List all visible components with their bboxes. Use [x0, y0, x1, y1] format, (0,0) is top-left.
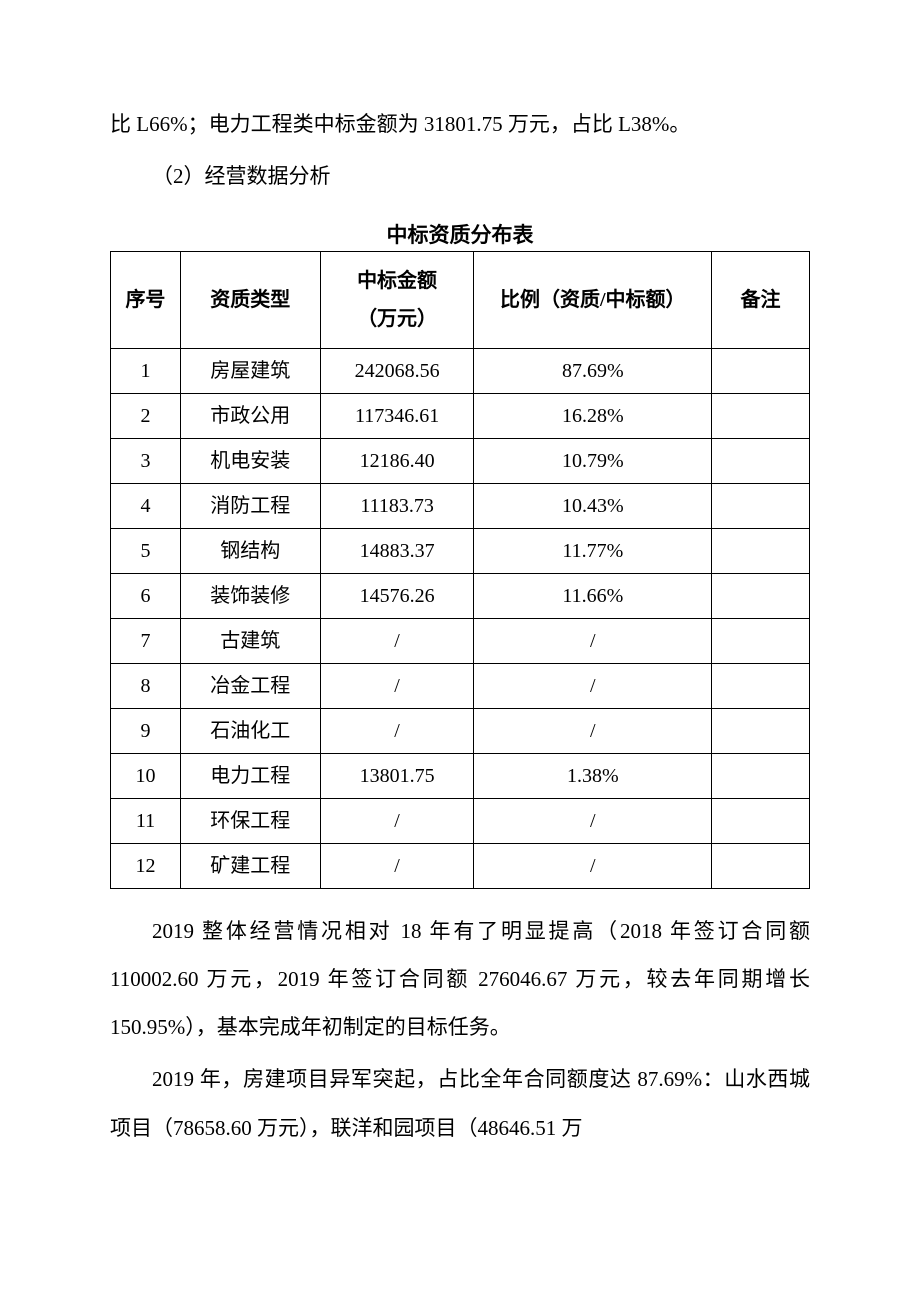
cell-ratio: 10.43% — [474, 483, 712, 528]
paragraph-analysis-1: 2019 整体经营情况相对 18 年有了明显提高（2018 年签订合同额 110… — [110, 907, 810, 1052]
cell-seq: 5 — [111, 528, 181, 573]
cell-note — [712, 753, 810, 798]
th-amount-line1: 中标金额 — [357, 270, 437, 292]
cell-note — [712, 348, 810, 393]
cell-amount: 12186.40 — [320, 438, 474, 483]
table-row: 4消防工程11183.7310.43% — [111, 483, 810, 528]
cell-amount: 242068.56 — [320, 348, 474, 393]
cell-seq: 3 — [111, 438, 181, 483]
cell-note — [712, 438, 810, 483]
cell-note — [712, 708, 810, 753]
table-body: 1房屋建筑242068.5687.69%2市政公用117346.6116.28%… — [111, 348, 810, 888]
cell-type: 装饰装修 — [180, 573, 320, 618]
table-row: 8冶金工程// — [111, 663, 810, 708]
paragraph-intro-1: 比 L66%；电力工程类中标金额为 31801.75 万元，占比 L38%。 — [110, 100, 810, 148]
cell-type: 机电安装 — [180, 438, 320, 483]
cell-ratio: / — [474, 618, 712, 663]
cell-seq: 7 — [111, 618, 181, 663]
cell-amount: / — [320, 663, 474, 708]
cell-ratio: / — [474, 843, 712, 888]
cell-ratio: 11.77% — [474, 528, 712, 573]
cell-type: 矿建工程 — [180, 843, 320, 888]
th-amount: 中标金额 （万元） — [320, 251, 474, 348]
table-row: 7古建筑// — [111, 618, 810, 663]
cell-seq: 8 — [111, 663, 181, 708]
qualification-table: 序号 资质类型 中标金额 （万元） 比例（资质/中标额） 备注 1房屋建筑242… — [110, 251, 810, 889]
cell-seq: 4 — [111, 483, 181, 528]
table-row: 12矿建工程// — [111, 843, 810, 888]
cell-seq: 6 — [111, 573, 181, 618]
th-seq: 序号 — [111, 251, 181, 348]
cell-type: 市政公用 — [180, 393, 320, 438]
cell-amount: / — [320, 843, 474, 888]
cell-type: 钢结构 — [180, 528, 320, 573]
cell-seq: 12 — [111, 843, 181, 888]
table-row: 2市政公用117346.6116.28% — [111, 393, 810, 438]
th-note: 备注 — [712, 251, 810, 348]
cell-amount: / — [320, 798, 474, 843]
cell-type: 冶金工程 — [180, 663, 320, 708]
cell-amount: 117346.61 — [320, 393, 474, 438]
cell-amount: / — [320, 618, 474, 663]
th-type: 资质类型 — [180, 251, 320, 348]
table-row: 6装饰装修14576.2611.66% — [111, 573, 810, 618]
paragraph-section-title: （2）经营数据分析 — [110, 152, 810, 200]
cell-ratio: 16.28% — [474, 393, 712, 438]
cell-type: 消防工程 — [180, 483, 320, 528]
paragraph-analysis-2: 2019 年，房建项目异军突起，占比全年合同额度达 87.69%：山水西城项目（… — [110, 1055, 810, 1152]
table-row: 9石油化工// — [111, 708, 810, 753]
cell-note — [712, 528, 810, 573]
th-ratio: 比例（资质/中标额） — [474, 251, 712, 348]
cell-ratio: / — [474, 798, 712, 843]
cell-note — [712, 483, 810, 528]
cell-type: 环保工程 — [180, 798, 320, 843]
cell-ratio: 1.38% — [474, 753, 712, 798]
cell-seq: 1 — [111, 348, 181, 393]
cell-ratio: 11.66% — [474, 573, 712, 618]
cell-type: 房屋建筑 — [180, 348, 320, 393]
cell-seq: 9 — [111, 708, 181, 753]
cell-amount: 11183.73 — [320, 483, 474, 528]
cell-seq: 2 — [111, 393, 181, 438]
cell-ratio: 87.69% — [474, 348, 712, 393]
cell-amount: 13801.75 — [320, 753, 474, 798]
cell-type: 古建筑 — [180, 618, 320, 663]
cell-amount: 14576.26 — [320, 573, 474, 618]
cell-amount: 14883.37 — [320, 528, 474, 573]
cell-type: 电力工程 — [180, 753, 320, 798]
table-row: 5钢结构14883.3711.77% — [111, 528, 810, 573]
table-header-row: 序号 资质类型 中标金额 （万元） 比例（资质/中标额） 备注 — [111, 251, 810, 348]
th-amount-line2: （万元） — [357, 308, 437, 330]
cell-note — [712, 393, 810, 438]
table-row: 1房屋建筑242068.5687.69% — [111, 348, 810, 393]
cell-type: 石油化工 — [180, 708, 320, 753]
table-row: 10电力工程13801.751.38% — [111, 753, 810, 798]
cell-note — [712, 663, 810, 708]
cell-seq: 11 — [111, 798, 181, 843]
cell-seq: 10 — [111, 753, 181, 798]
table-row: 3机电安装12186.4010.79% — [111, 438, 810, 483]
cell-note — [712, 798, 810, 843]
cell-ratio: / — [474, 663, 712, 708]
cell-ratio: / — [474, 708, 712, 753]
cell-amount: / — [320, 708, 474, 753]
cell-ratio: 10.79% — [474, 438, 712, 483]
table-title: 中标资质分布表 — [110, 219, 810, 249]
table-row: 11环保工程// — [111, 798, 810, 843]
cell-note — [712, 843, 810, 888]
cell-note — [712, 573, 810, 618]
cell-note — [712, 618, 810, 663]
